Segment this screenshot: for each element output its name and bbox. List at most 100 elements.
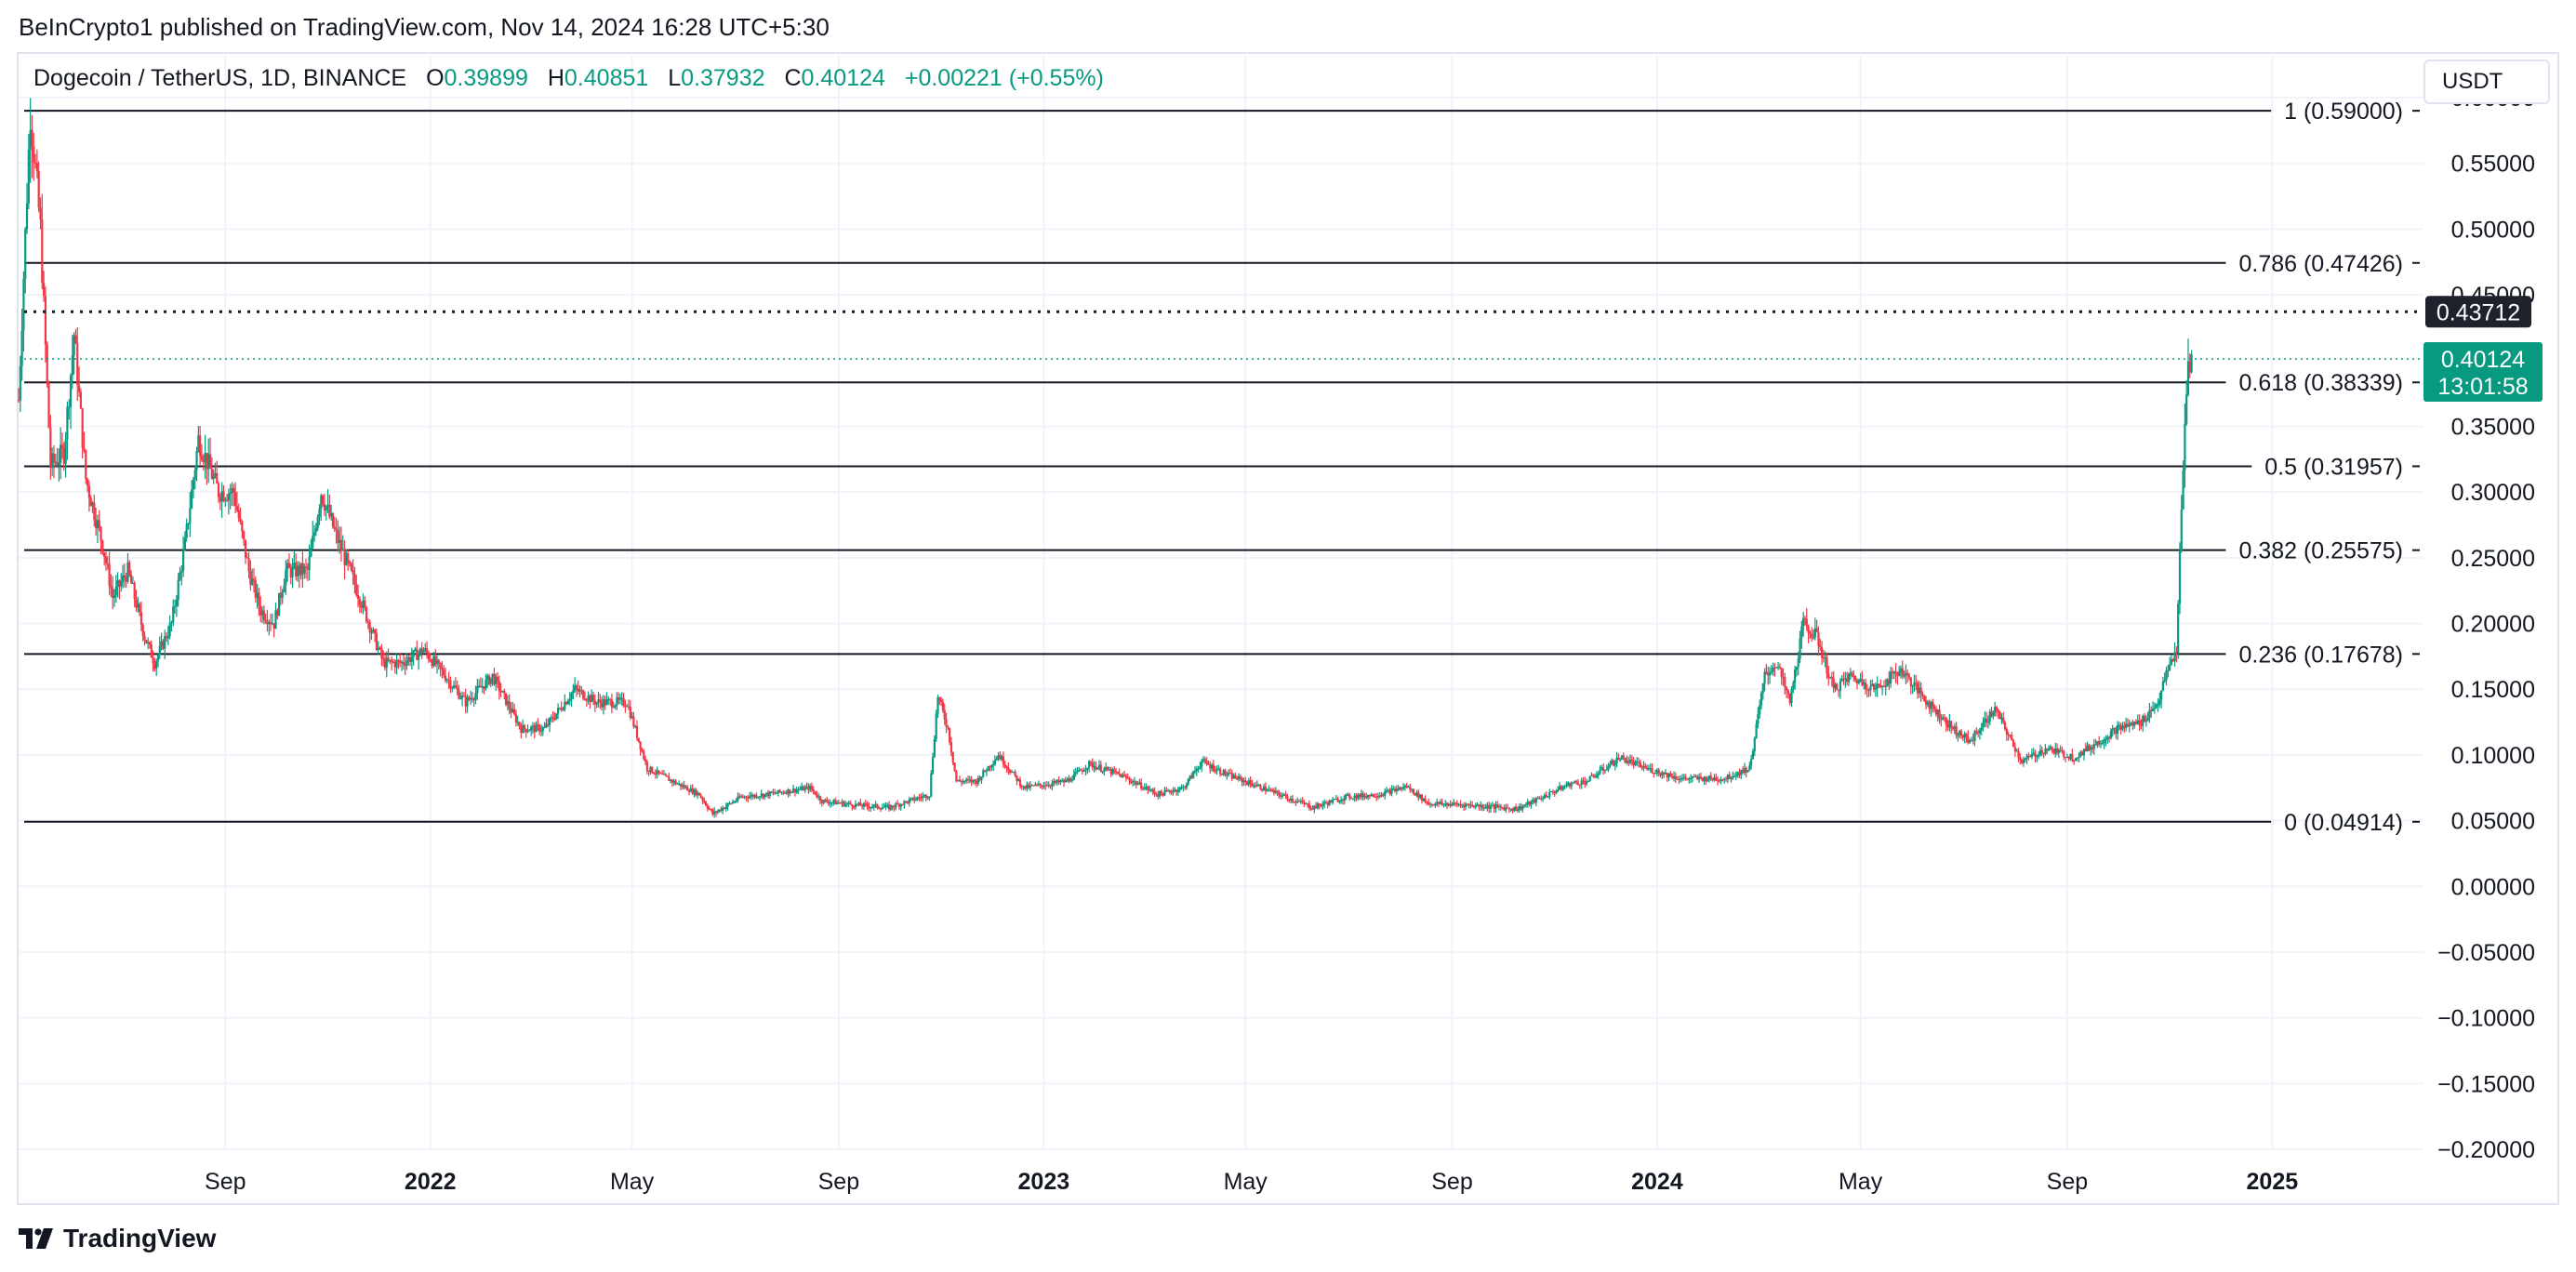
candle-body (866, 803, 869, 806)
candle-body (1970, 739, 1972, 741)
candle-body (632, 716, 635, 727)
candle-body (691, 788, 694, 794)
candle-body (1141, 788, 1145, 789)
candle-body (1140, 782, 1143, 788)
candle-body (1647, 768, 1651, 770)
candle-body (304, 566, 308, 568)
candle-body (362, 600, 365, 608)
candle-body (1022, 786, 1025, 788)
candle-body (1819, 645, 1822, 648)
candle-body (1742, 770, 1745, 774)
candle-body (416, 648, 418, 660)
candle-body (1347, 794, 1349, 796)
candle-body (657, 770, 660, 774)
candle-body (992, 763, 995, 766)
grid-lines (19, 56, 2423, 1150)
candle-body (1653, 773, 1655, 775)
candle-body (335, 528, 338, 531)
candle-body (1282, 794, 1285, 796)
candle-body (641, 749, 644, 752)
candle-body (1291, 798, 1294, 802)
candle-body (1696, 776, 1699, 780)
candle-body (1994, 707, 1997, 713)
candle-body (33, 163, 37, 165)
candle-body (1968, 740, 1972, 743)
y-tick-label: −0.05000 (2437, 940, 2535, 966)
candle-body (522, 724, 524, 734)
candle-body (703, 800, 706, 802)
candle-body (326, 504, 329, 507)
candle-body (1861, 679, 1864, 685)
candle-body (152, 657, 154, 664)
candle-body (51, 453, 54, 469)
candle-body (1907, 675, 1911, 678)
candle-body (1420, 794, 1424, 802)
candle-body (1257, 784, 1260, 786)
candle-body (616, 697, 618, 706)
currency-button[interactable]: USDT (2423, 60, 2550, 104)
candle-body (1628, 759, 1632, 763)
candle-body (47, 382, 50, 428)
candle-body (1017, 779, 1020, 781)
candle-body (816, 794, 818, 798)
candle-body (1886, 679, 1889, 687)
candle-body (1303, 802, 1306, 804)
candle-body (1162, 793, 1164, 796)
candle-body (164, 636, 166, 649)
candle-body (2088, 745, 2091, 750)
candle-body (1684, 776, 1687, 779)
candle-body (470, 697, 472, 700)
candle-body (429, 658, 432, 661)
candle-body (1834, 683, 1837, 689)
candle-body (1992, 712, 1995, 716)
candle-body (829, 802, 831, 804)
candle-body (864, 802, 867, 804)
candle-body (1505, 807, 1507, 811)
close-label: C (784, 65, 802, 91)
candle-body (1002, 756, 1005, 765)
candle-body (1592, 775, 1595, 777)
candle-body (1676, 778, 1679, 780)
candle-body (1576, 782, 1580, 785)
candle-body (1698, 776, 1701, 780)
candle-body (1072, 774, 1075, 780)
candle-body (237, 510, 240, 519)
candle-body (155, 660, 158, 669)
candle-body (1469, 804, 1472, 806)
candle-body (645, 762, 648, 771)
tradingview-logo[interactable]: TradingView (19, 1224, 216, 1253)
candle-body (1724, 778, 1728, 780)
candle-body (2038, 749, 2042, 755)
candle-body (320, 495, 323, 510)
candle-body (2069, 753, 2072, 760)
x-tick-label: Sep (1431, 1169, 1472, 1195)
candle-body (202, 459, 205, 463)
candle-body (1176, 789, 1180, 792)
candle-body (91, 502, 94, 507)
candle-body (1732, 775, 1734, 779)
candle-body (1367, 794, 1370, 798)
candle-body (1705, 776, 1707, 782)
candle-body (1707, 775, 1711, 780)
candle-body (1680, 778, 1684, 780)
candle-body (1750, 759, 1753, 766)
candle-body (1745, 767, 1747, 773)
candle-body (1951, 728, 1955, 730)
candle-body (1001, 756, 1003, 760)
candle-body (1484, 807, 1487, 809)
candle-body (1372, 793, 1374, 797)
candle-body (39, 207, 42, 219)
candle-body (1036, 784, 1039, 786)
candle-body (347, 553, 350, 562)
candle-body (1190, 775, 1193, 778)
fib-level-label: 0 (0.04914) (2284, 810, 2403, 836)
candle-body (22, 279, 25, 331)
candle-body (2165, 669, 2168, 681)
high-price-tag (2425, 296, 2531, 328)
candle-body (1039, 783, 1042, 786)
candle-body (520, 726, 523, 734)
candle-body (730, 802, 733, 804)
candle-body (331, 513, 335, 527)
candle-body (251, 578, 254, 585)
